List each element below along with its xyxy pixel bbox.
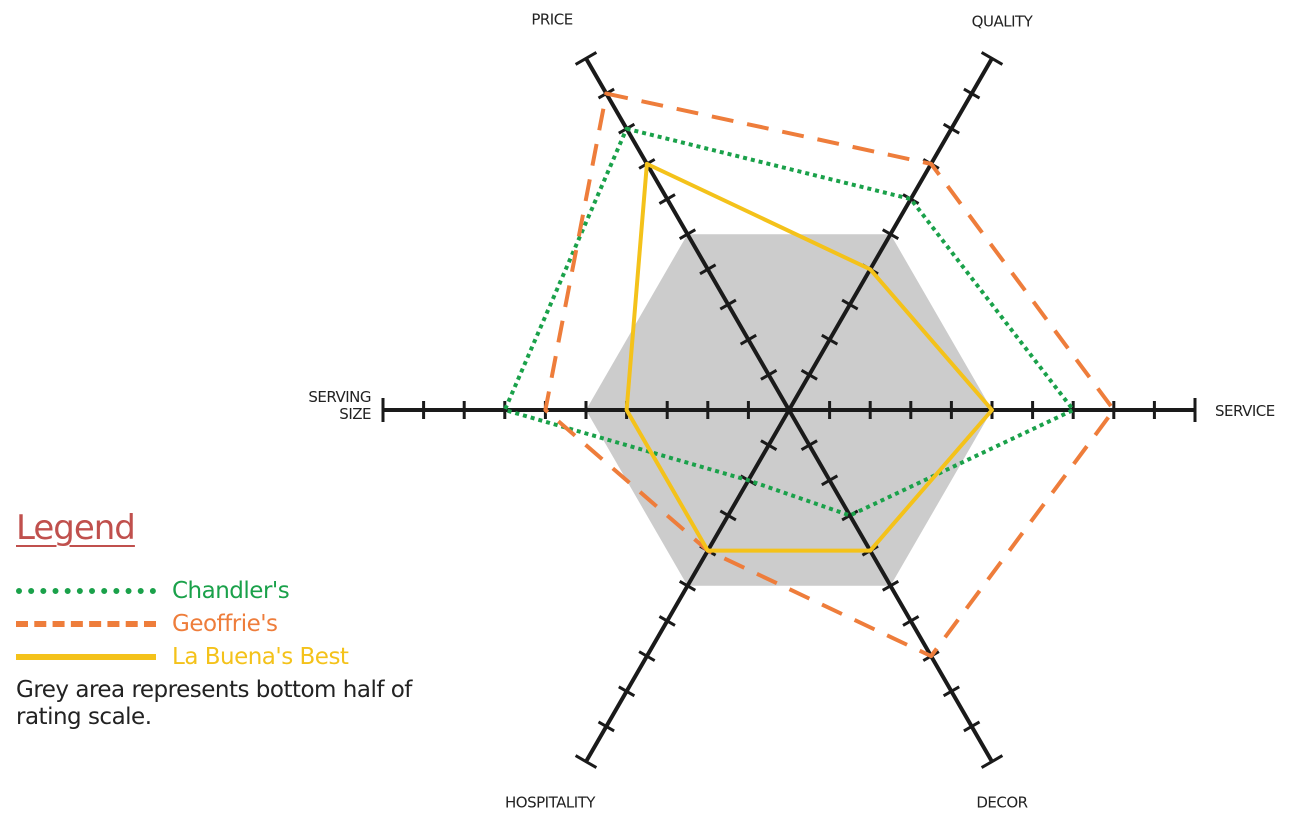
legend: Legend Chandler's Geoffrie's La Buena's Be… <box>16 508 436 731</box>
axis-tick <box>841 298 859 311</box>
legend-label: Chandler's <box>172 577 290 604</box>
axis-tick <box>881 228 900 240</box>
legend-item-0: Chandler's <box>16 574 436 607</box>
axis-tick <box>942 685 960 698</box>
axis-tick <box>678 228 697 240</box>
axis-tick <box>821 474 839 487</box>
axis-tick <box>902 615 920 627</box>
axis-tick <box>699 263 717 276</box>
legend-swatch <box>16 653 156 660</box>
axis-tick <box>800 369 818 381</box>
series-line-1 <box>543 91 1116 659</box>
axis-label-4: HOSPITALITY <box>505 794 596 812</box>
axis-tick <box>719 509 737 522</box>
legend-note: Grey area represents bottom half of rati… <box>16 677 412 730</box>
axis-tick <box>980 754 1004 769</box>
axis-tick <box>902 193 920 205</box>
axis-label-1: QUALITY <box>972 12 1034 30</box>
legend-swatch <box>16 587 156 594</box>
axis-tick <box>719 298 737 311</box>
legend-title: Legend <box>16 508 136 548</box>
axis-tick <box>821 333 839 346</box>
legend-items: Chandler's Geoffrie's La Buena's Best <box>16 574 436 673</box>
axis-tick <box>980 51 1004 66</box>
axis-tick <box>739 333 757 346</box>
axes <box>381 51 1197 769</box>
axis-tick <box>881 580 900 592</box>
axis-label-3: DECOR <box>976 794 1027 812</box>
axis-tick <box>963 87 981 100</box>
axis-tick <box>574 754 598 769</box>
axis-label-2: SERVICE <box>1215 402 1275 420</box>
axis-tick <box>597 720 615 733</box>
axis-tick <box>658 193 676 205</box>
legend-item-2: La Buena's Best <box>16 640 436 673</box>
series-line-2 <box>624 161 994 553</box>
axis-tick <box>678 580 697 592</box>
axis-tick <box>841 509 859 522</box>
axis-label-5: SERVING SIZE <box>308 388 371 423</box>
legend-label: Geoffrie's <box>172 610 278 637</box>
axis-tick <box>760 369 778 381</box>
axis-tick <box>963 720 981 733</box>
legend-swatch <box>16 620 156 627</box>
axis-tick <box>574 51 598 66</box>
series-lines <box>502 91 1116 659</box>
legend-item-1: Geoffrie's <box>16 607 436 640</box>
axis-labels: PRICE QUALITY SERVICE DECOR HOSPITALITY SERVI… <box>308 10 1275 812</box>
axis-tick <box>618 685 636 698</box>
axis-label-0: PRICE <box>531 10 572 28</box>
legend-label: La Buena's Best <box>172 643 349 670</box>
axis-tick <box>942 122 960 135</box>
axis-tick <box>800 439 818 451</box>
axis-tick <box>760 439 778 451</box>
axis-tick <box>638 650 656 662</box>
axis-tick <box>658 615 676 627</box>
